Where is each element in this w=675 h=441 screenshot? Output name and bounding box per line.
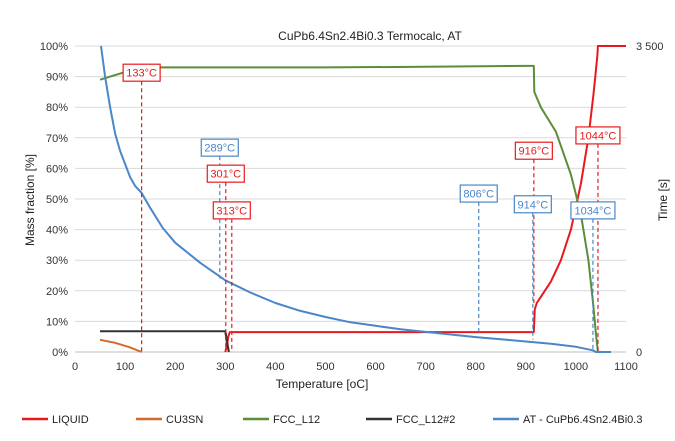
annotation-box — [459, 184, 498, 203]
x-tick-label: 1100 — [614, 361, 638, 373]
y-tick-label: 30% — [46, 255, 68, 267]
annotation-label: 1034°C — [575, 205, 612, 217]
y2-tick-label: 3 500 — [636, 41, 664, 53]
annotation-label: 133°C — [126, 68, 157, 80]
series-line-liquid — [230, 45, 626, 334]
annotation-label: 289°C — [204, 143, 235, 155]
annotation-box — [122, 63, 161, 82]
y2-axis-label: Time [s] — [656, 179, 670, 221]
y-tick-label: 90% — [46, 72, 68, 84]
series-line-cu3sn — [99, 338, 142, 353]
y-tick-label: 70% — [46, 133, 68, 145]
legend-label: AT - CuPb6.4Sn2.4Bi0.3 — [523, 414, 642, 426]
x-tick-label: 200 — [166, 361, 184, 373]
y-tick-label: 50% — [46, 194, 68, 206]
annotation-box — [575, 126, 621, 145]
x-axis-label: Temperature [oC] — [276, 377, 369, 391]
legend-label: FCC_L12#2 — [396, 414, 455, 426]
x-tick-label: 300 — [216, 361, 234, 373]
series-line-at-cupb6-4sn2-4bi0-3 — [100, 45, 611, 353]
series-line-liquid — [224, 331, 231, 353]
x-tick-label: 100 — [116, 361, 134, 373]
x-tick-label: 500 — [316, 361, 334, 373]
annotation-box — [513, 195, 552, 214]
x-tick-label: 900 — [517, 361, 535, 373]
y-tick-label: 0% — [52, 347, 68, 359]
annotations: 133°C 289°C 301°C 313°C 806°C 916°C 914°C 1044°… — [122, 63, 621, 352]
x-tick-label: 800 — [467, 361, 485, 373]
legend-label: CU3SN — [166, 414, 203, 426]
annotation-label: 916°C — [518, 146, 549, 158]
series-line-fcc-l12-2 — [100, 330, 230, 353]
legend-label: LIQUID — [52, 414, 89, 426]
y2-tick-label: 0 — [636, 347, 642, 359]
x-tick-label: 1000 — [564, 361, 588, 373]
x-tick-label: 700 — [416, 361, 434, 373]
chart-title: CuPb6.4Sn2.4Bi0.3 Termocalc, AT — [278, 29, 462, 43]
y-tick-label: 80% — [46, 102, 68, 114]
annotation-label: 806°C — [463, 189, 494, 201]
legend-label: FCC_L12 — [273, 414, 320, 426]
y-tick-label: 40% — [46, 225, 68, 237]
legend: LIQUID CU3SN FCC_L12 FCC_L12#2 AT - CuPb6.4S… — [22, 414, 642, 426]
annotation-label: 914°C — [517, 199, 548, 211]
y-tick-label: 100% — [40, 41, 68, 53]
annotation-box — [200, 138, 239, 157]
annotation-box — [206, 164, 245, 183]
x-tick-label: 400 — [266, 361, 284, 373]
x-axis-label-unit: oC — [350, 377, 366, 391]
y-axis-label: Mass fraction [%] — [23, 154, 37, 246]
annotation-box — [212, 201, 251, 220]
annotation-label: 313°C — [216, 205, 247, 217]
y-tick-label: 10% — [46, 316, 68, 328]
y-tick-label: 20% — [46, 286, 68, 298]
annotation-label: 1044°C — [580, 130, 617, 142]
annotation-label: 301°C — [210, 169, 241, 181]
x-tick-label: 600 — [366, 361, 384, 373]
x-axis-label-text: Temperature [ — [276, 377, 351, 391]
x-tick-label: 0 — [72, 361, 78, 373]
axes: 0% 10% 20% 30% 40% 50% 60% 70% 80% 90% 100% 0 100 200… — [40, 41, 664, 373]
annotation-box — [514, 141, 553, 160]
x-axis-label-close: ] — [365, 377, 368, 391]
y-tick-label: 60% — [46, 163, 68, 175]
annotation-box — [570, 201, 616, 220]
